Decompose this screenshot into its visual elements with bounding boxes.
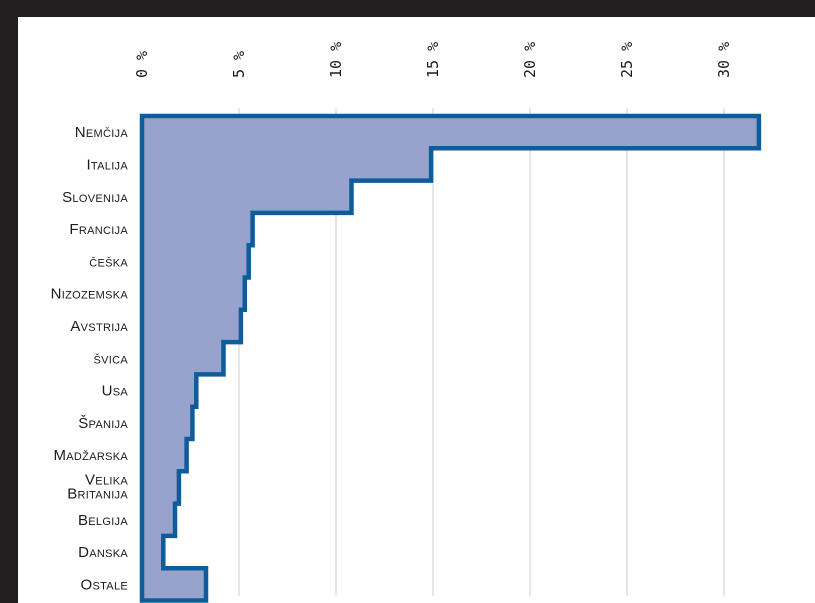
bar-row-12 bbox=[142, 504, 175, 536]
category-label: Nizozemska bbox=[51, 286, 129, 303]
bar-row-10 bbox=[142, 439, 187, 471]
category-label: Usa bbox=[102, 383, 129, 400]
bar-row-0 bbox=[142, 116, 759, 148]
x-tick-label: 0 % bbox=[133, 51, 151, 78]
stepped-area-series bbox=[139, 113, 762, 603]
category-label: Nemčija bbox=[75, 124, 129, 141]
category-label: Ostale bbox=[81, 576, 129, 593]
data-area bbox=[139, 113, 762, 603]
x-tick-label: 25 % bbox=[618, 42, 636, 78]
category-label: švica bbox=[93, 350, 128, 367]
bar-row-4 bbox=[142, 245, 249, 277]
category-label: Avstrija bbox=[70, 318, 128, 335]
bar-row-6 bbox=[142, 310, 241, 342]
bar-row-13 bbox=[142, 536, 163, 568]
category-label: Velika Britanija bbox=[67, 471, 128, 502]
category-label: Danska bbox=[78, 544, 128, 561]
category-label: češka bbox=[89, 253, 128, 270]
bar-row-9 bbox=[142, 407, 192, 439]
category-label: Italija bbox=[86, 156, 128, 173]
category-labels: Nemčija Italija Slovenija Francija češka Nizo… bbox=[51, 124, 129, 593]
category-label: Belgija bbox=[78, 512, 128, 529]
x-tick-label: 35 % bbox=[812, 42, 815, 78]
bar-row-11 bbox=[142, 471, 179, 503]
bar-row-7 bbox=[142, 342, 223, 374]
x-tick-label: 30 % bbox=[715, 42, 733, 78]
x-tick-label: 20 % bbox=[521, 42, 539, 78]
bar-row-8 bbox=[142, 374, 196, 406]
category-label: Španija bbox=[78, 415, 128, 432]
category-label: Madžarska bbox=[54, 447, 129, 464]
category-label: Slovenija bbox=[62, 189, 128, 206]
bar-row-2 bbox=[142, 181, 352, 213]
x-tick-label: 15 % bbox=[424, 42, 442, 78]
x-tick-label: 5 % bbox=[230, 51, 248, 78]
x-tick-label: 10 % bbox=[327, 42, 345, 78]
bar-row-14 bbox=[142, 568, 206, 600]
x-tick-labels: 0 % 5 % 10 % 15 % 20 % 25 % 30 % 35 % bbox=[133, 42, 815, 78]
bar-row-3 bbox=[142, 213, 253, 245]
category-label: Francija bbox=[69, 221, 128, 238]
bar-row-5 bbox=[142, 278, 245, 310]
bar-row-1 bbox=[142, 148, 431, 180]
